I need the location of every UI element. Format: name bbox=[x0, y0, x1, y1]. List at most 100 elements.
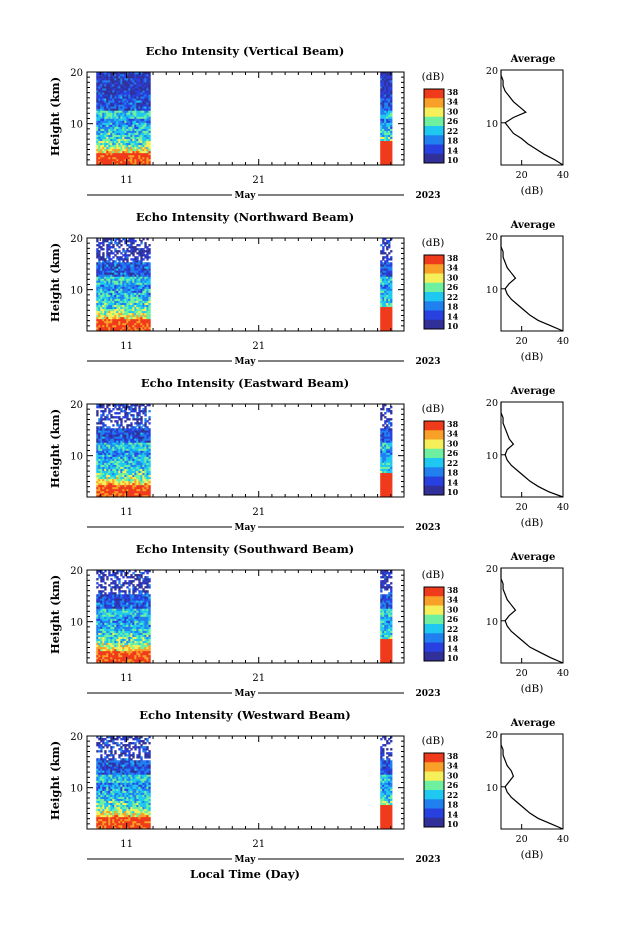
heatmap-cell bbox=[120, 104, 122, 106]
heatmap-cell bbox=[142, 258, 144, 260]
heatmap-cell bbox=[114, 631, 116, 633]
heatmap-cell bbox=[132, 151, 134, 153]
heatmap-cell bbox=[134, 110, 136, 112]
heatmap-cell bbox=[136, 244, 138, 246]
heatmap-cell bbox=[382, 475, 384, 477]
heatmap-cell bbox=[142, 145, 144, 147]
heatmap-cell bbox=[98, 617, 100, 619]
heatmap-cell bbox=[148, 485, 150, 487]
heatmap-cell bbox=[110, 444, 112, 446]
colorbar-tick-label: 26 bbox=[447, 282, 459, 292]
heatmap-cell bbox=[102, 574, 104, 576]
heatmap-cell bbox=[120, 131, 122, 133]
heatmap-cell bbox=[98, 440, 100, 442]
heatmap-cell bbox=[102, 268, 104, 270]
heatmap-cell bbox=[114, 149, 116, 151]
heatmap-cell bbox=[122, 451, 124, 453]
heatmap-cell bbox=[130, 112, 132, 114]
heatmap-cell bbox=[114, 434, 116, 436]
heatmap-cell bbox=[124, 149, 126, 151]
heatmap-cell bbox=[128, 274, 130, 276]
heatmap-cell bbox=[96, 149, 98, 151]
heatmap-cell bbox=[138, 285, 140, 287]
heatmap-cell bbox=[114, 471, 116, 473]
heatmap-cell bbox=[386, 256, 388, 258]
heatmap-cell bbox=[148, 147, 150, 149]
heatmap-cell bbox=[384, 116, 386, 118]
heatmap-cell bbox=[108, 280, 110, 282]
heatmap-cell bbox=[100, 586, 102, 588]
x-tick-label: 11 bbox=[120, 341, 133, 352]
heatmap-cell bbox=[106, 426, 108, 428]
heatmap-cell bbox=[106, 578, 108, 580]
heatmap-cell bbox=[126, 98, 128, 100]
heatmap-cell bbox=[142, 311, 144, 313]
heatmap-cell bbox=[138, 448, 140, 450]
heatmap-cell bbox=[136, 465, 138, 467]
heatmap-cell bbox=[142, 313, 144, 315]
heatmap-cell bbox=[98, 625, 100, 627]
heatmap-cell bbox=[98, 100, 100, 102]
heatmap-cell bbox=[138, 252, 140, 254]
heatmap-cell bbox=[122, 282, 124, 284]
heatmap-cell bbox=[122, 104, 124, 106]
heatmap-cell bbox=[134, 436, 136, 438]
heatmap-cell bbox=[100, 491, 102, 493]
heatmap-cell bbox=[148, 137, 150, 139]
heatmap-cell bbox=[386, 493, 388, 495]
heatmap-cell bbox=[112, 625, 114, 627]
heatmap-cell bbox=[96, 287, 98, 289]
heatmap-cell bbox=[388, 481, 390, 483]
heatmap-cell bbox=[116, 252, 118, 254]
heatmap-cell bbox=[146, 428, 148, 430]
heatmap-cell bbox=[382, 432, 384, 434]
colorbar-swatch bbox=[424, 449, 444, 459]
heatmap-cell bbox=[114, 489, 116, 491]
heatmap-cell bbox=[110, 123, 112, 125]
heatmap-cell bbox=[110, 246, 112, 248]
heatmap-cell bbox=[384, 299, 386, 301]
heatmap-cell bbox=[390, 278, 392, 280]
heatmap-cell bbox=[104, 276, 106, 278]
heatmap-cell bbox=[386, 307, 388, 309]
heatmap-cell bbox=[130, 305, 132, 307]
heatmap-cell bbox=[114, 627, 116, 629]
heatmap-cell bbox=[116, 323, 118, 325]
heatmap-cell bbox=[112, 88, 114, 90]
heatmap-cell bbox=[118, 78, 120, 80]
heatmap-cell bbox=[138, 315, 140, 317]
heatmap-cell bbox=[112, 272, 114, 274]
heatmap-cell bbox=[118, 309, 120, 311]
heatmap-cell bbox=[148, 317, 150, 319]
heatmap-cell bbox=[142, 268, 144, 270]
heatmap-cell bbox=[388, 461, 390, 463]
heatmap-cell bbox=[148, 489, 150, 491]
heatmap-cell bbox=[110, 264, 112, 266]
heatmap-cell bbox=[386, 444, 388, 446]
heatmap-cell bbox=[142, 106, 144, 108]
heatmap-cell bbox=[140, 145, 142, 147]
heatmap-cell bbox=[100, 422, 102, 424]
heatmap-cell bbox=[136, 418, 138, 420]
heatmap-cell bbox=[104, 155, 106, 157]
heatmap-cell bbox=[108, 455, 110, 457]
heatmap-cell bbox=[114, 598, 116, 600]
colorbar-tick-label: 18 bbox=[447, 302, 459, 312]
heatmap-cell bbox=[96, 426, 98, 428]
heatmap-cell bbox=[128, 80, 130, 82]
heatmap-cell bbox=[136, 319, 138, 321]
heatmap-cell bbox=[144, 299, 146, 301]
profile-y-tick-label: 20 bbox=[486, 232, 498, 243]
heatmap-cell bbox=[138, 127, 140, 129]
heatmap-cell bbox=[124, 139, 126, 141]
heatmap-cell bbox=[110, 481, 112, 483]
heatmap-cell bbox=[102, 319, 104, 321]
heatmap-cell bbox=[146, 88, 148, 90]
heatmap-cell bbox=[120, 301, 122, 303]
heatmap-cell bbox=[122, 123, 124, 125]
heatmap-cell bbox=[128, 133, 130, 135]
heatmap-cell bbox=[104, 428, 106, 430]
heatmap-cell bbox=[118, 461, 120, 463]
heatmap-cell bbox=[140, 240, 142, 242]
heatmap-cell bbox=[118, 127, 120, 129]
